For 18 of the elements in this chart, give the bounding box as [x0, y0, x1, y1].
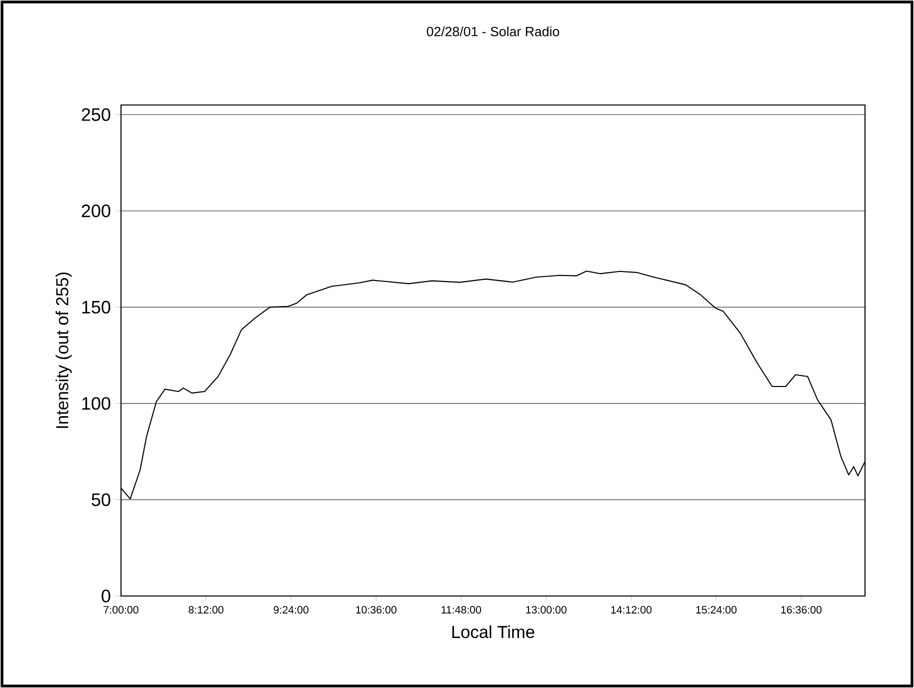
x-tick-label: 10:36:00 [356, 606, 396, 614]
chart-title: 02/28/01 - Solar Radio [426, 26, 560, 36]
x-tick-label: 16:36:00 [781, 606, 822, 614]
x-tick-label: 7:00:00 [104, 606, 138, 614]
y-tick-label: 150 [82, 300, 110, 314]
y-tick-label: 0 [102, 590, 110, 602]
x-axis-title: Local Time [452, 625, 534, 638]
y-tick-label: 200 [82, 204, 110, 218]
x-tick-label: 14:12:00 [611, 606, 652, 614]
x-tick-label: 13:00:00 [526, 606, 566, 614]
y-tick-label: 250 [82, 108, 110, 121]
x-tick-label: 11:48:00 [442, 606, 482, 614]
y-tick-label: 100 [82, 397, 110, 410]
y-axis-title: Intensity (out of 255) [56, 272, 72, 428]
y-tick-label: 50 [92, 493, 110, 506]
x-tick-label: 9:24:00 [274, 606, 308, 614]
x-tick-label: 15:24:00 [696, 606, 737, 614]
x-tick-label: 8:12:00 [188, 606, 224, 614]
